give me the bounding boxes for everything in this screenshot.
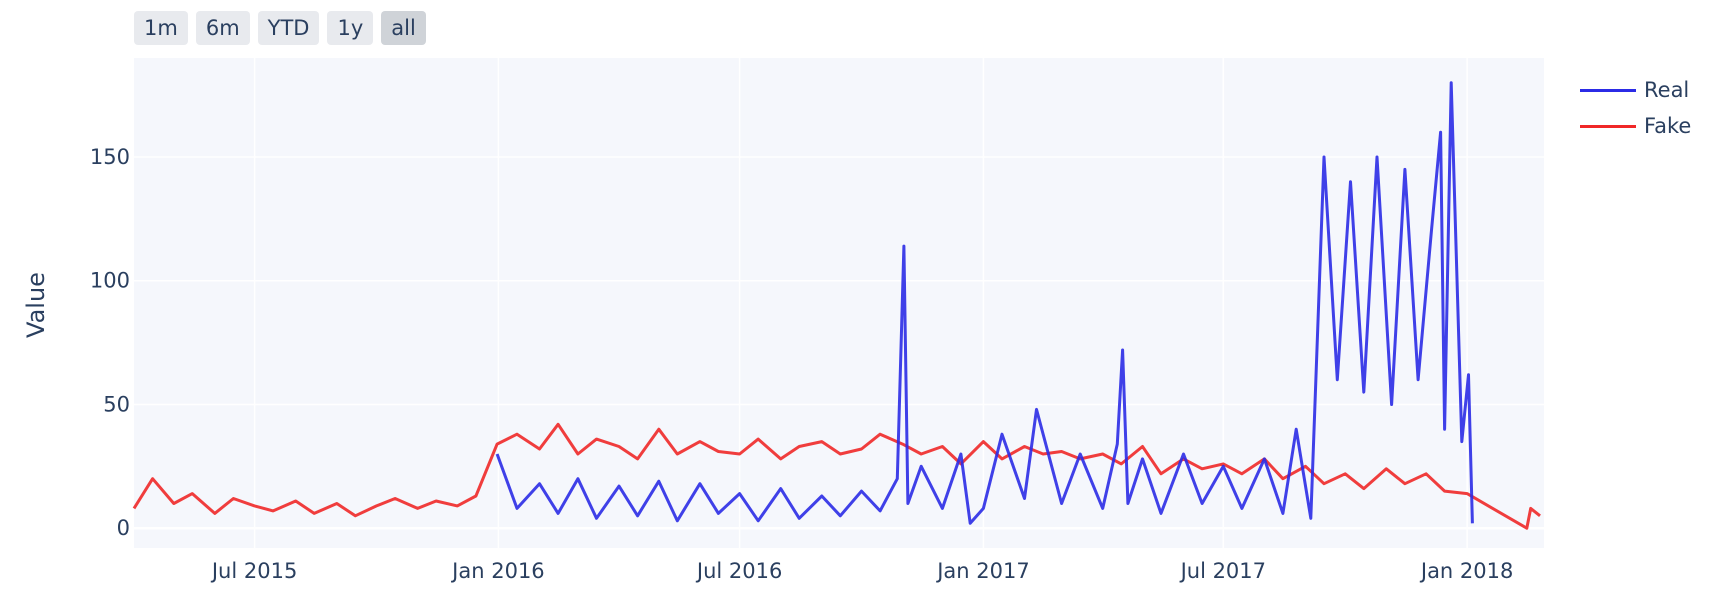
legend-item-fake[interactable]: Fake <box>1580 108 1691 144</box>
range-button-1m[interactable]: 1m <box>134 11 188 45</box>
series-line-real <box>495 81 1474 525</box>
x-tick-label: Jan 2017 <box>935 559 1030 583</box>
y-tick-label: 50 <box>103 392 130 416</box>
legend-label-real: Real <box>1644 78 1690 102</box>
y-tick-label: 150 <box>90 145 130 169</box>
range-button-ytd[interactable]: YTD <box>257 11 320 45</box>
x-tick-label: Jul 2017 <box>1179 559 1266 583</box>
x-tick-label: Jan 2016 <box>450 559 545 583</box>
range-selector: 1m 6m YTD 1y all <box>134 11 426 45</box>
legend-item-real[interactable]: Real <box>1580 72 1691 108</box>
legend: Real Fake <box>1580 72 1691 144</box>
plot-area <box>134 58 1544 548</box>
legend-swatch-real <box>1580 88 1636 92</box>
y-tick-label: 0 <box>117 516 130 540</box>
x-tick-label: Jul 2016 <box>695 559 782 583</box>
x-tick-label: Jul 2015 <box>210 559 297 583</box>
legend-swatch-fake <box>1580 124 1636 128</box>
x-tick-label: Jan 2018 <box>1419 559 1514 583</box>
range-button-6m[interactable]: 6m <box>195 11 250 45</box>
range-button-all[interactable]: all <box>381 11 426 45</box>
range-button-1y[interactable]: 1y <box>327 11 374 45</box>
legend-label-fake: Fake <box>1644 114 1692 138</box>
y-tick-label: 100 <box>90 269 130 293</box>
series-line-fake <box>132 422 1541 530</box>
